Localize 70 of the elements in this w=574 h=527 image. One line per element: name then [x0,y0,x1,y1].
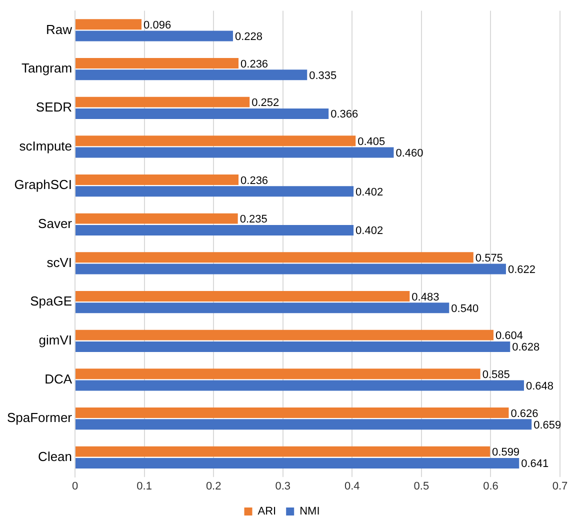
bar [76,380,524,391]
x-tick-label: 0 [72,480,78,492]
bar [76,224,354,236]
data-label: 0.235 [240,214,268,226]
data-label: 0.252 [252,97,280,110]
x-tick-label: 0.5 [414,480,430,492]
bar [76,96,250,108]
y-tick-label: gimVI [38,332,72,348]
y-tick-label: SEDR [36,99,72,114]
data-label: 0.405 [358,136,386,148]
y-tick-label: Clean [38,448,72,464]
bar [76,330,494,340]
bar [76,252,474,263]
data-label: 0.648 [526,380,554,393]
data-label: 0.335 [309,70,337,82]
data-label: 0.096 [144,19,172,32]
bar [76,458,520,468]
y-tick-label: DCA [44,371,72,386]
bar [76,407,509,418]
data-label: 0.236 [240,174,268,187]
y-tick-label: scImpute [19,138,72,154]
bar [76,70,308,80]
data-label: 0.402 [356,225,384,238]
bar [76,290,410,302]
data-label: 0.575 [475,252,503,264]
data-label: 0.622 [508,264,536,276]
y-tick-label: Raw [46,22,73,37]
x-tick-label: 0.6 [483,480,498,492]
bar [76,58,239,68]
y-tick-label: SpaGE [30,294,72,309]
data-label: 0.402 [356,186,384,198]
x-tick-label: 0.2 [206,480,222,492]
legend-label: ARI [258,506,276,518]
y-tick-label: scVI [46,254,72,270]
bar [76,108,329,119]
bar [76,264,506,274]
bar [76,446,490,457]
data-label: 0.659 [534,419,562,432]
data-label: 0.366 [330,108,358,121]
x-tick-label: 0.3 [275,480,291,492]
bar [76,174,239,185]
bar [76,19,142,30]
data-label: 0.585 [482,368,510,381]
y-tick-label: SpaFormer [6,410,73,426]
bar [76,186,354,197]
data-label: 0.626 [510,408,538,420]
bar [76,341,510,352]
y-tick-label: GraphSCI [14,177,72,192]
data-label: 0.460 [396,148,424,160]
data-label: 0.604 [495,330,524,342]
bar [76,30,233,42]
bar [76,302,450,314]
y-tick-label: Saver [38,216,73,231]
y-tick-label: Tangram [21,60,72,76]
x-tick-label: 0.7 [552,480,568,492]
data-label: 0.540 [451,302,479,315]
bar [76,368,480,380]
data-label: 0.641 [521,458,549,470]
x-tick-label: 0.4 [344,480,360,492]
bar [76,213,238,224]
x-tick-label: 0.1 [136,480,152,492]
data-label: 0.628 [512,342,540,354]
data-label: 0.599 [492,446,520,459]
data-label: 0.228 [234,31,263,44]
bar [76,136,356,146]
bar [76,419,532,430]
data-label: 0.483 [412,291,440,304]
data-label: 0.236 [240,58,268,70]
legend-label: NMI [300,506,320,518]
bar [76,147,394,158]
